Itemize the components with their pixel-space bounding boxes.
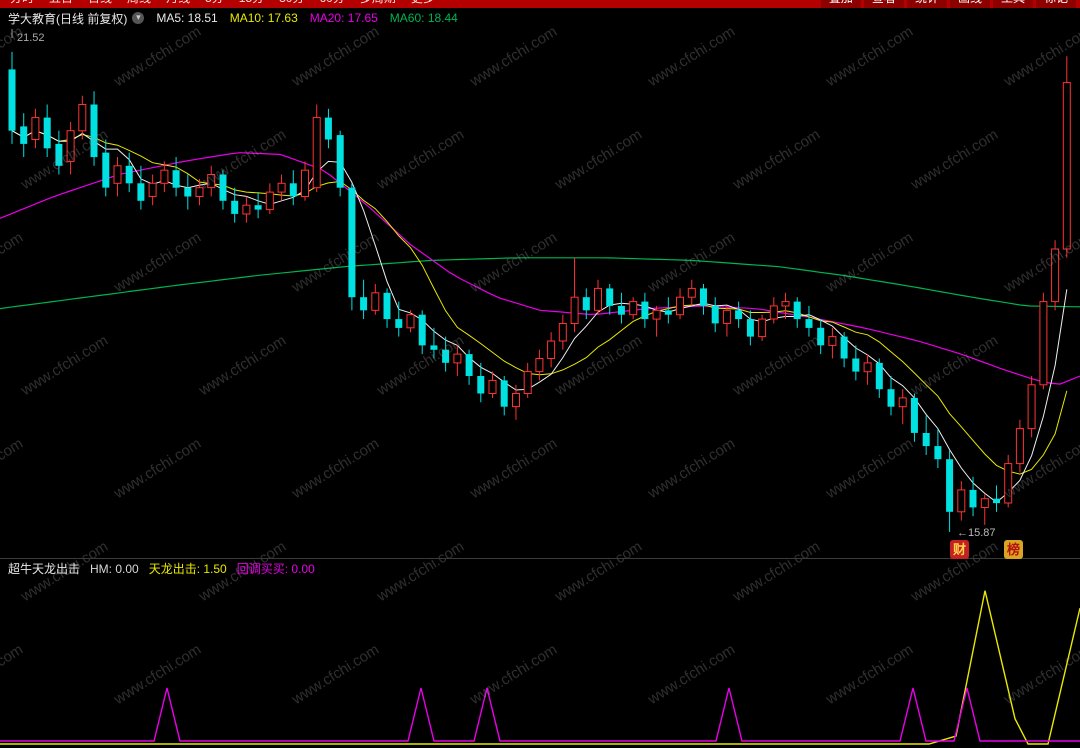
ma-value: MA10: 17.63 xyxy=(229,11,298,25)
ma-value: MA5: 18.51 xyxy=(156,11,218,25)
menu-item[interactable]: 五日 xyxy=(49,0,73,6)
menu-item[interactable]: 分时 xyxy=(10,0,34,6)
menu-item[interactable]: 15分 xyxy=(239,0,264,6)
toolbar-button[interactable]: 统计 xyxy=(906,0,947,8)
top-menu-bar: 分时 五日 日线 周线 月线 5分 15分 30分 60分 多周期 更多 叠加查看统计画线工具标记 xyxy=(0,0,1080,8)
indicator-field: HM: 0.00 xyxy=(90,561,139,576)
toolbar-button[interactable]: 工具 xyxy=(992,0,1033,8)
period-tabs: 分时 五日 日线 周线 月线 5分 15分 30分 60分 多周期 更多 xyxy=(0,0,450,6)
indicator-field: 回调买买: 0.00 xyxy=(236,561,315,576)
stock-title: 学大教育(日线 前复权) xyxy=(8,11,128,26)
menu-item[interactable]: 月线 xyxy=(166,0,190,6)
menu-item[interactable]: 日线 xyxy=(88,0,112,6)
indicator-signal-panel[interactable] xyxy=(0,578,1080,748)
menu-item[interactable]: 5分 xyxy=(205,0,224,6)
svg-text:←15.87: ←15.87 xyxy=(957,527,996,539)
menu-item[interactable]: 60分 xyxy=(319,0,344,6)
toolbar-buttons: 叠加查看统计画线工具标记 xyxy=(818,0,1080,8)
toolbar-button[interactable]: 标记 xyxy=(1035,0,1076,8)
cai-badge: 财 xyxy=(950,540,969,559)
menu-item[interactable]: 30分 xyxy=(279,0,304,6)
menu-item[interactable]: 多周期 xyxy=(360,0,396,6)
toolbar-button[interactable]: 查看 xyxy=(863,0,904,8)
ma-value: MA60: 18.44 xyxy=(389,11,458,25)
toolbar-button[interactable]: 画线 xyxy=(949,0,990,8)
toolbar-button[interactable]: 叠加 xyxy=(820,0,861,8)
bang-badge: 榜 xyxy=(1004,540,1023,559)
main-candlestick-chart[interactable]: 21.52 ←15.87 xyxy=(0,28,1080,558)
chevron-down-icon[interactable]: ▾ xyxy=(132,12,145,24)
menu-item[interactable]: 更多 xyxy=(411,0,435,6)
indicator-values: HM: 0.00 天龙出击: 1.50 回调买买: 0.00 xyxy=(80,560,315,578)
ma-value: MA20: 17.65 xyxy=(309,11,378,25)
indicator-header: 超牛天龙出击 HM: 0.00 天龙出击: 1.50 回调买买: 0.00 xyxy=(0,558,1080,578)
indicator-field: 天龙出击: 1.50 xyxy=(148,561,227,576)
svg-text:21.52: 21.52 xyxy=(17,32,45,44)
indicator-title: 超牛天龙出击 xyxy=(8,562,81,576)
chart-header: 学大教育(日线 前复权) ▾ MA5: 18.51 MA10: 17.63 MA20… xyxy=(0,8,1080,28)
menu-item[interactable]: 周线 xyxy=(127,0,151,6)
ma-values: MA5: 18.51 MA10: 17.63 MA20: 17.65 MA60: 18… xyxy=(144,9,458,27)
